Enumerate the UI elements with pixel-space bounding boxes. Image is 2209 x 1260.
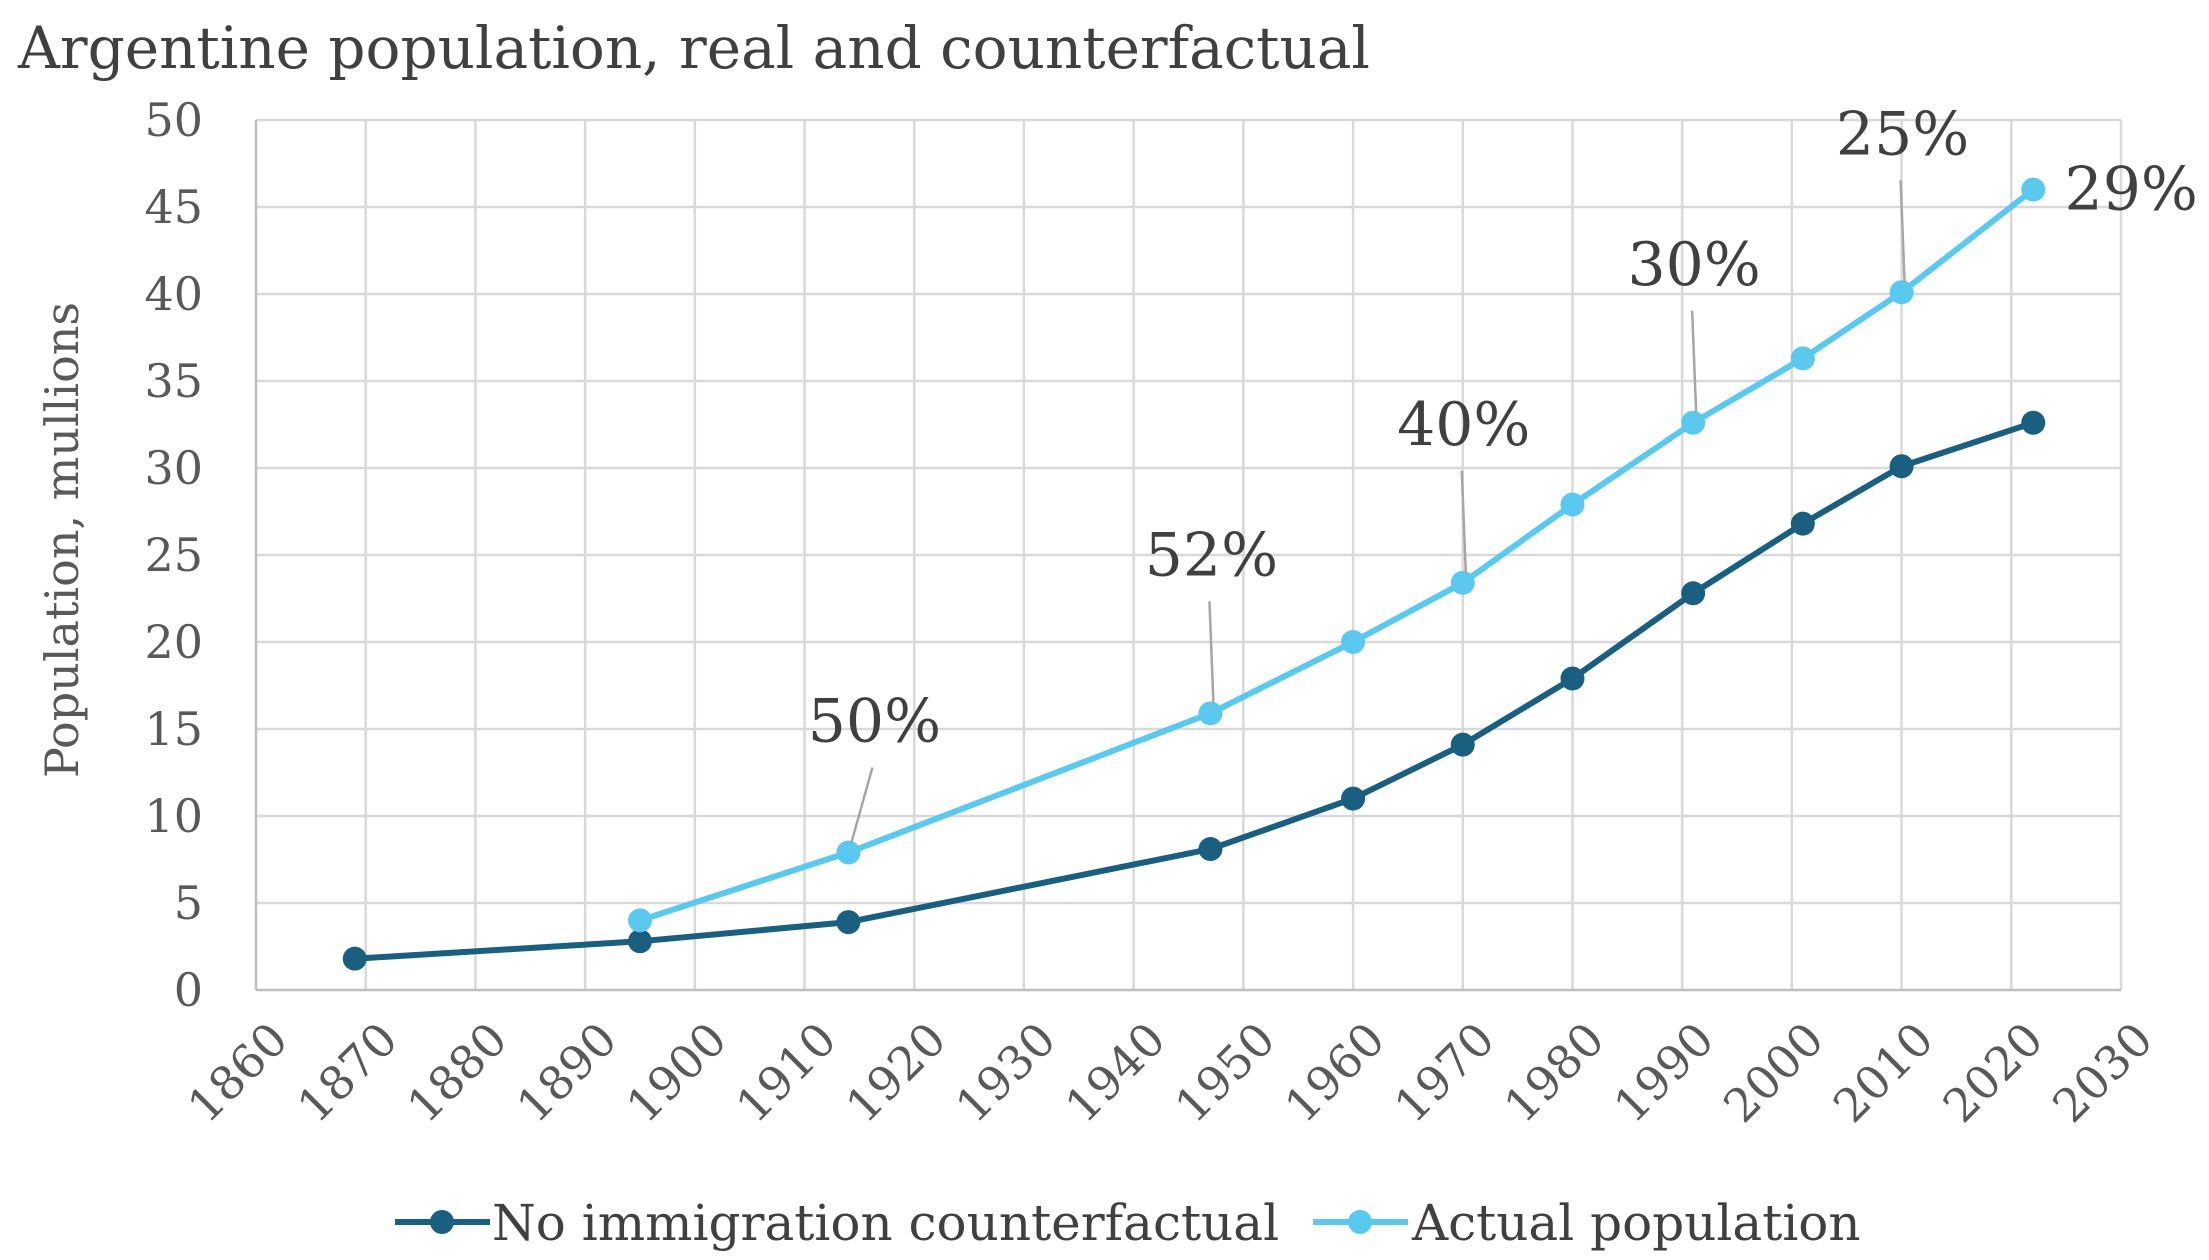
x-tick-label: 2010 — [1823, 1012, 1944, 1133]
x-tick-label: 2000 — [1713, 1012, 1834, 1133]
x-tick-label: 1990 — [1603, 1012, 1724, 1133]
x-tick-label: 1960 — [1274, 1012, 1395, 1133]
x-tick-label: 1940 — [1055, 1012, 1176, 1133]
y-tick-label: 0 — [174, 963, 203, 1017]
x-tick-label: 1950 — [1164, 1012, 1285, 1133]
series-0-point — [1198, 837, 1223, 862]
series-0-point — [1681, 581, 1706, 606]
legend-swatch-marker-counterfactual — [430, 1210, 454, 1234]
x-tick-label: 1970 — [1384, 1012, 1505, 1133]
series-1-point — [836, 840, 861, 865]
series-0-point — [836, 910, 861, 935]
y-tick-label: 15 — [144, 702, 203, 756]
y-tick-label: 5 — [174, 876, 203, 930]
series-1-point — [1341, 630, 1366, 654]
x-tick-label: 1930 — [945, 1012, 1066, 1133]
x-tick-label: 2030 — [2042, 1012, 2163, 1133]
x-tick-label: 1860 — [177, 1012, 298, 1133]
y-axis-label: Population, mullions — [35, 302, 89, 778]
series-1-point — [1889, 280, 1914, 305]
annotation-label: 29% — [2065, 155, 2198, 225]
x-tick-label: 1880 — [397, 1012, 518, 1133]
x-tick-label: 1910 — [726, 1012, 847, 1133]
x-tick-label: 1890 — [506, 1012, 627, 1133]
series-0-point — [342, 946, 367, 971]
annotation-label: 30% — [1627, 230, 1760, 300]
series-1-point — [627, 908, 652, 933]
y-tick-label: 20 — [144, 615, 203, 669]
series — [342, 177, 2046, 971]
x-tick-label: 1980 — [1494, 1012, 1615, 1133]
series-0-point — [1341, 786, 1366, 811]
y-tick-label: 25 — [144, 528, 203, 582]
y-tick-label: 30 — [144, 441, 203, 495]
annotation-leader — [850, 767, 874, 843]
series-1-point — [1560, 492, 1585, 517]
annotation-leader — [1690, 310, 1698, 413]
annotation-label: 40% — [1397, 390, 1530, 460]
annotation-label: 50% — [808, 687, 941, 757]
gridlines — [256, 118, 2123, 990]
series-1-point — [1198, 701, 1223, 726]
chart-title: Argentine population, real and counterfa… — [17, 14, 1370, 82]
series-0-point — [1889, 454, 1914, 479]
annotation-leader — [1460, 470, 1468, 573]
x-tick-label: 1900 — [616, 1012, 737, 1133]
annotation-label: 25% — [1836, 99, 1969, 169]
annotation-label: 52% — [1145, 520, 1278, 590]
series-0-point — [627, 929, 652, 954]
annotation-leader — [1208, 601, 1215, 704]
axes: 0 5 10 15 20 25 30 35 40 45 50 18601870188018901900… — [144, 93, 2163, 1133]
series-line-0 — [354, 419, 2035, 962]
series-1-point — [1790, 346, 1815, 371]
series-0-point — [2021, 410, 2046, 435]
series-0-point — [1790, 511, 1815, 536]
x-tick-label: 1920 — [835, 1012, 956, 1133]
y-tick-label: 40 — [144, 267, 203, 321]
legend-swatch-marker-actual — [1348, 1210, 1372, 1234]
legend-label-counterfactual: No immigration counterfactual — [492, 1194, 1279, 1252]
legend: No immigration counterfactual Actual pop… — [395, 1194, 1861, 1252]
x-tick-label: 2020 — [1932, 1012, 2053, 1133]
series-1-point — [1450, 570, 1475, 595]
series-1-point — [1681, 410, 1706, 435]
legend-label-actual: Actual population — [1411, 1194, 1861, 1252]
annotation-leader — [1899, 180, 1906, 283]
annotations: 50% 52% 40% 30% 25% 29% — [808, 99, 2198, 843]
y-tick-label: 50 — [144, 93, 203, 147]
y-tick-label: 10 — [144, 789, 203, 843]
series-0-point — [1450, 732, 1475, 757]
y-tick-label: 35 — [144, 354, 203, 408]
series-1-point — [2021, 177, 2046, 202]
y-tick-label: 45 — [144, 180, 203, 234]
series-line-1 — [639, 187, 2036, 924]
series-0-point — [1560, 666, 1585, 691]
x-tick-label: 1870 — [287, 1012, 408, 1133]
